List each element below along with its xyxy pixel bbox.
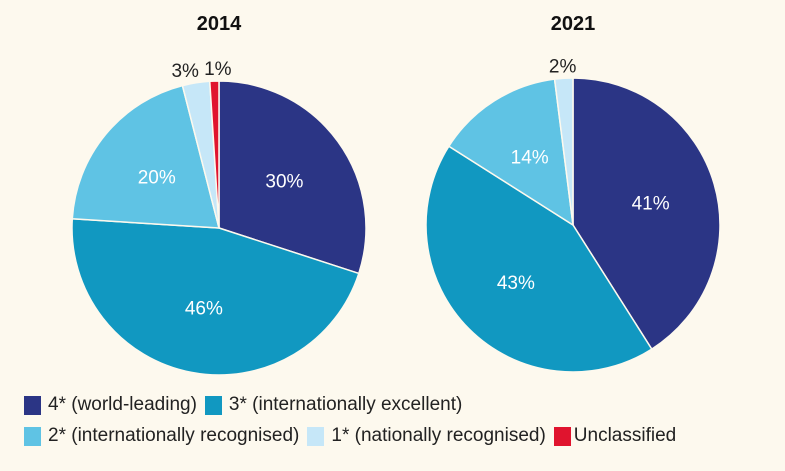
pie-slice-2014-4: [208, 80, 220, 229]
pie-title-2021: 2021: [551, 13, 596, 35]
data-label: 20%: [138, 167, 176, 188]
legend-item-4star: 4* (world-leading): [24, 394, 197, 416]
legend-label: Unclassified: [573, 425, 677, 446]
legend-swatch: [24, 426, 41, 446]
legend-label: 1* (nationally recognised): [331, 425, 546, 446]
pie-slice-2014-2: [71, 84, 220, 229]
legend-swatch: [307, 426, 325, 446]
data-label: 41%: [632, 193, 670, 214]
pie-slice-2021-2: [447, 78, 574, 227]
pie-slice-2021-1: [425, 145, 653, 373]
legend-item-1star: 1* (nationally recognised): [307, 425, 546, 447]
legend-label: 2* (internationally recognised): [48, 425, 300, 446]
data-label: 30%: [265, 171, 303, 192]
legend-row-2: 2* (internationally recognised) 1* (nati…: [24, 425, 684, 447]
legend-item-unclassified: Unclassified: [553, 425, 677, 447]
legend-item-2star: 2* (internationally recognised): [24, 425, 299, 447]
data-label: 43%: [497, 273, 535, 294]
legend-row-1: 4* (world-leading) 3* (internationally e…: [24, 394, 470, 416]
pie-slice-2014-0: [218, 80, 367, 275]
legend-label: 3* (internationally excellent): [228, 394, 463, 415]
legend-swatch: [553, 426, 571, 446]
data-label: 46%: [185, 298, 223, 319]
legend-swatch: [204, 395, 222, 415]
pie-title-2014: 2014: [197, 13, 242, 35]
data-label: 1%: [204, 59, 232, 80]
legend-label: 4* (world-leading): [48, 394, 197, 415]
legend-item-3star: 3* (internationally excellent): [204, 394, 463, 416]
data-label: 3%: [171, 61, 199, 82]
data-label: 14%: [511, 148, 549, 169]
legend-swatch: [24, 395, 41, 415]
pie-slice-2014-1: [71, 217, 360, 376]
data-label: 2%: [549, 56, 577, 77]
pie-slice-2021-3: [553, 77, 574, 226]
pie-slice-2021-0: [572, 77, 721, 351]
